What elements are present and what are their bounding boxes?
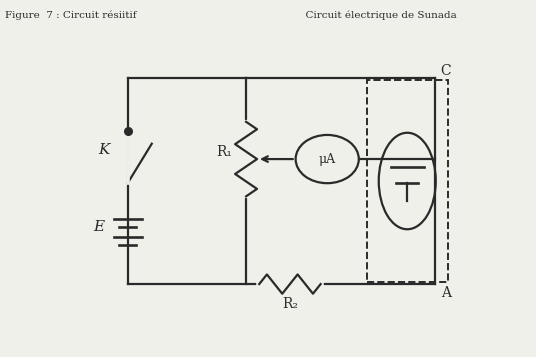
- Text: R₁: R₁: [216, 146, 232, 160]
- Text: E: E: [94, 220, 105, 234]
- Text: R₂: R₂: [282, 297, 298, 311]
- Bar: [367, 80, 448, 282]
- Text: A: A: [441, 286, 451, 300]
- Ellipse shape: [296, 135, 359, 183]
- Text: μA: μA: [318, 152, 336, 166]
- Text: K: K: [98, 143, 109, 157]
- Text: Figure  7 : Circuit résiitif                                                    : Figure 7 : Circuit résiitif: [5, 11, 457, 20]
- Text: C: C: [440, 64, 451, 78]
